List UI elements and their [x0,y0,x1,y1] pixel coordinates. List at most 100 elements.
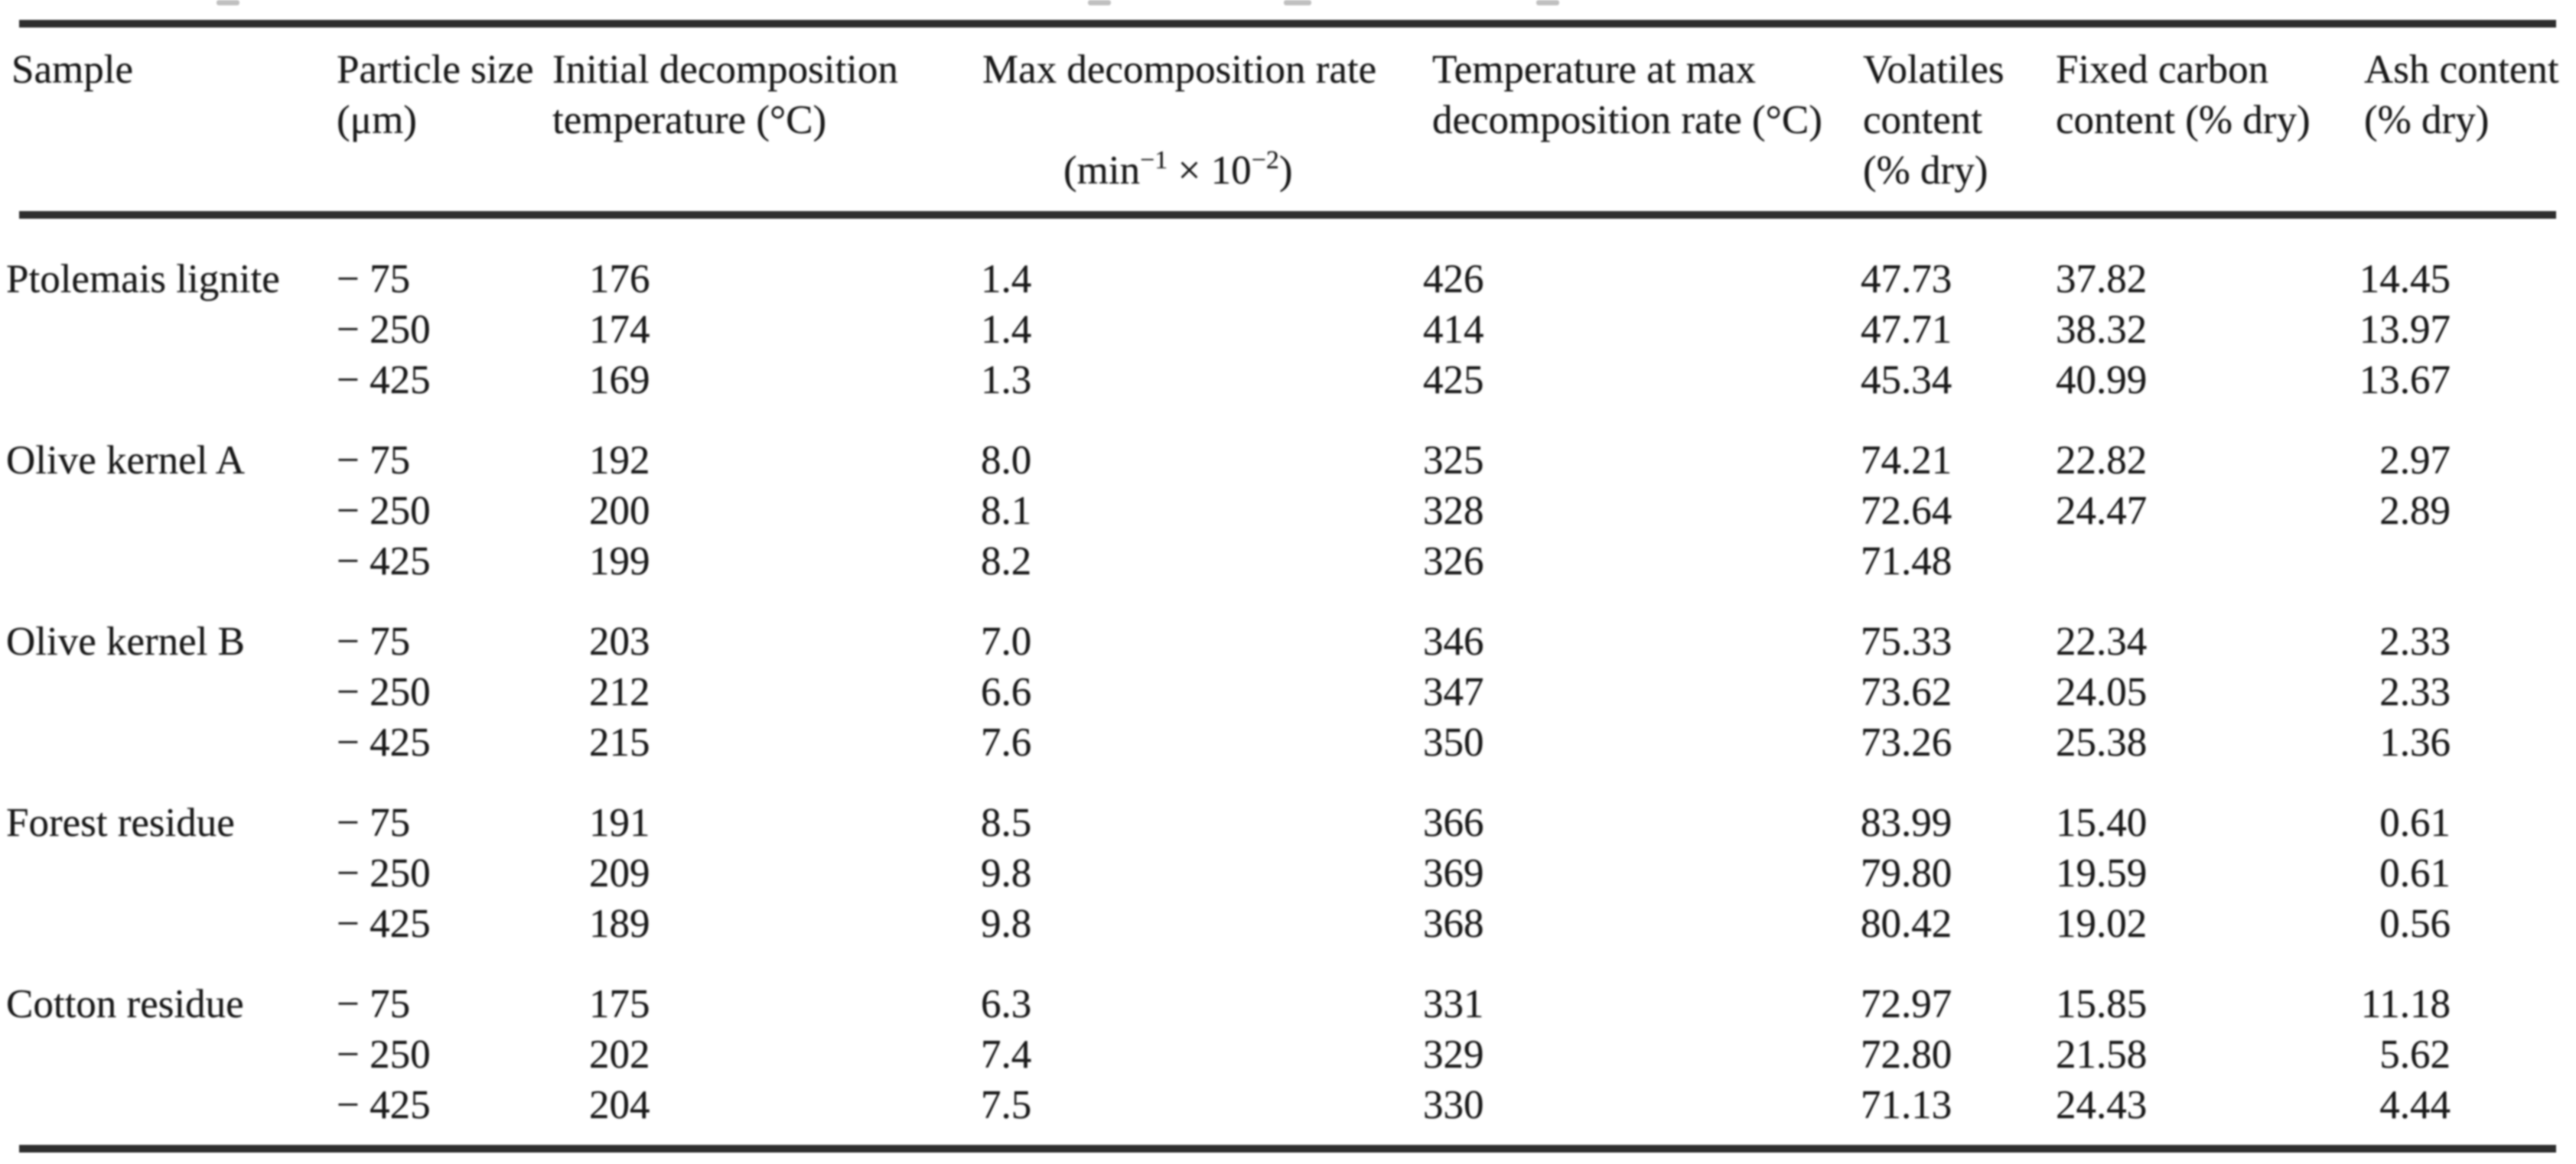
cell-temp-at-max: 369 [1423,851,1484,896]
scan-artifact [1536,0,1559,5]
col-header-ash-line1: Ash content [2364,47,2559,92]
cell-initial-temp: 200 [589,489,650,533]
cell-ash: 11.18 [2360,982,2451,1026]
cell-particle-size: − 425 [337,720,431,765]
maxrate-unit-part: (min [1063,148,1141,193]
cell-fixed-carbon: 21.58 [2056,1032,2148,1077]
cell-initial-temp: 176 [589,257,650,301]
cell-particle-size: − 250 [337,489,431,533]
cell-max-rate: 8.1 [981,489,1032,533]
cell-sample: Olive kernel B [6,619,246,664]
cell-temp-at-max: 346 [1423,619,1484,664]
cell-temp-at-max: 328 [1423,489,1484,533]
cell-max-rate: 7.0 [981,619,1032,664]
col-header-tempmax-line1: Temperature at max [1432,47,1757,92]
cell-particle-size: − 250 [337,307,431,352]
cell-sample: Olive kernel A [6,438,246,483]
cell-initial-temp: 191 [589,801,650,845]
col-header-sample: Sample [0,44,337,95]
col-header-sample-line: Sample [11,47,133,92]
cell-temp-at-max: 426 [1423,257,1484,301]
cell-fixed-carbon: 24.05 [2056,670,2148,714]
table-row: − 425 215 7.6 350 73.26 25.38 1.36 [0,717,2576,768]
cell-fixed-carbon: 19.59 [2056,851,2148,896]
maxrate-unit-part: × 10 [1168,148,1252,193]
cell-volatiles: 73.26 [1861,720,1952,765]
cell-volatiles: 75.33 [1861,619,1952,664]
cell-fixed-carbon: 38.32 [2056,307,2148,352]
cell-volatiles: 80.42 [1861,902,1952,946]
cell-initial-temp: 192 [589,438,650,483]
cell-ash: 0.61 [2379,801,2451,845]
sample-group-olive-kernel-a: Olive kernel A − 75 192 8.0 325 74.21 22… [0,435,2576,587]
cell-max-rate: 7.6 [981,720,1032,765]
table-row: − 250 200 8.1 328 72.64 24.47 2.89 [0,486,2576,536]
cell-temp-at-max: 331 [1423,982,1484,1026]
col-header-fixed-line2: content (% dry) [2056,98,2311,142]
col-header-fixed-line1: Fixed carbon [2056,47,2269,92]
cell-initial-temp: 169 [589,358,650,402]
cell-ash: 2.97 [2379,438,2451,483]
cell-temp-at-max: 329 [1423,1032,1484,1077]
cell-temp-at-max: 368 [1423,902,1484,946]
sample-group-ptolemais-lignite: Ptolemais lignite − 75 176 1.4 426 47.73… [0,254,2576,405]
table-rule-bottom [19,1145,2556,1153]
col-header-volatiles-line2: content [1863,98,1982,142]
cell-fixed-carbon: 15.40 [2056,801,2148,845]
table-row: − 425 189 9.8 368 80.42 19.02 0.56 [0,899,2576,949]
scan-artifact [1088,0,1111,5]
cell-fixed-carbon: 40.99 [2056,358,2148,402]
cell-temp-at-max: 326 [1423,539,1484,584]
col-header-initial-line1: Initial decomposition [552,47,898,92]
cell-ash: 13.67 [2359,358,2451,402]
table-header-row: Sample Particle size (μm) Initial decomp… [0,44,2576,252]
col-header-volatiles-line1: Volatiles [1863,47,2004,92]
cell-particle-size: − 75 [337,619,411,664]
maxrate-unit-superscript: −2 [1251,146,1279,174]
col-header-ash-line2: (% dry) [2364,98,2490,142]
cell-fixed-carbon: 22.34 [2056,619,2148,664]
cell-temp-at-max: 414 [1423,307,1484,352]
cell-max-rate: 8.2 [981,539,1032,584]
cell-initial-temp: 199 [589,539,650,584]
cell-fixed-carbon: 19.02 [2056,902,2148,946]
cell-temp-at-max: 330 [1423,1083,1484,1127]
sample-group-cotton-residue: Cotton residue − 75 175 6.3 331 72.97 15… [0,979,2576,1130]
col-header-maxrate-unit: (min−1 × 10−2) [982,95,1432,252]
scan-artifact [217,0,239,5]
cell-fixed-carbon: 15.85 [2056,982,2148,1026]
cell-volatiles: 71.13 [1861,1083,1952,1127]
table-row: Cotton residue − 75 175 6.3 331 72.97 15… [0,979,2576,1029]
cell-temp-at-max: 350 [1423,720,1484,765]
cell-fixed-carbon: 37.82 [2056,257,2148,301]
cell-particle-size: − 75 [337,257,411,301]
table-row: − 250 202 7.4 329 72.80 21.58 5.62 [0,1029,2576,1080]
col-header-tempmax-line2: decomposition rate (°C) [1432,98,1822,142]
cell-initial-temp: 189 [589,902,650,946]
table-rule-header-bottom [19,211,2556,219]
table-row: Olive kernel A − 75 192 8.0 325 74.21 22… [0,435,2576,486]
cell-ash: 2.33 [2379,619,2451,664]
cell-ash: 13.97 [2359,307,2451,352]
cell-max-rate: 7.4 [981,1032,1032,1077]
cell-sample: Cotton residue [6,982,244,1026]
cell-volatiles: 73.62 [1861,670,1952,714]
cell-initial-temp: 212 [589,670,650,714]
table-row: Ptolemais lignite − 75 176 1.4 426 47.73… [0,254,2576,304]
cell-max-rate: 9.8 [981,902,1032,946]
cell-max-rate: 8.5 [981,801,1032,845]
cell-initial-temp: 209 [589,851,650,896]
cell-ash: 14.45 [2359,257,2451,301]
maxrate-unit-superscript: −1 [1140,146,1168,174]
cell-initial-temp: 204 [589,1083,650,1127]
table-row: − 250 209 9.8 369 79.80 19.59 0.61 [0,848,2576,899]
col-header-fixed-carbon-content: Fixed carbon content (% dry) [2056,44,2364,145]
table-rule-top [19,20,2556,28]
cell-volatiles: 72.64 [1861,489,1952,533]
cell-initial-temp: 175 [589,982,650,1026]
cell-volatiles: 72.80 [1861,1032,1952,1077]
cell-volatiles: 79.80 [1861,851,1952,896]
cell-ash: 4.44 [2379,1083,2451,1127]
cell-ash: 0.61 [2379,851,2451,896]
